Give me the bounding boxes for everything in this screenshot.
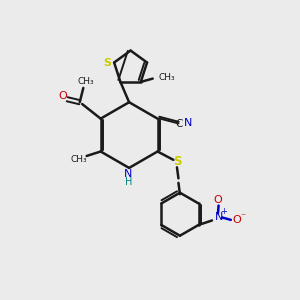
Text: O: O — [58, 91, 67, 101]
Text: S: S — [103, 58, 112, 68]
Text: +: + — [220, 207, 227, 216]
Text: ⁻: ⁻ — [241, 212, 246, 222]
Text: S: S — [173, 155, 181, 168]
Text: CH₃: CH₃ — [70, 155, 87, 164]
Text: C: C — [176, 119, 183, 129]
Text: N: N — [214, 212, 223, 222]
Text: O: O — [214, 195, 222, 205]
Text: CH₃: CH₃ — [77, 77, 94, 86]
Text: CH₃: CH₃ — [159, 73, 175, 82]
Text: N: N — [184, 118, 192, 128]
Text: N: N — [124, 169, 133, 179]
Text: H: H — [125, 177, 132, 187]
Text: O: O — [232, 215, 241, 225]
